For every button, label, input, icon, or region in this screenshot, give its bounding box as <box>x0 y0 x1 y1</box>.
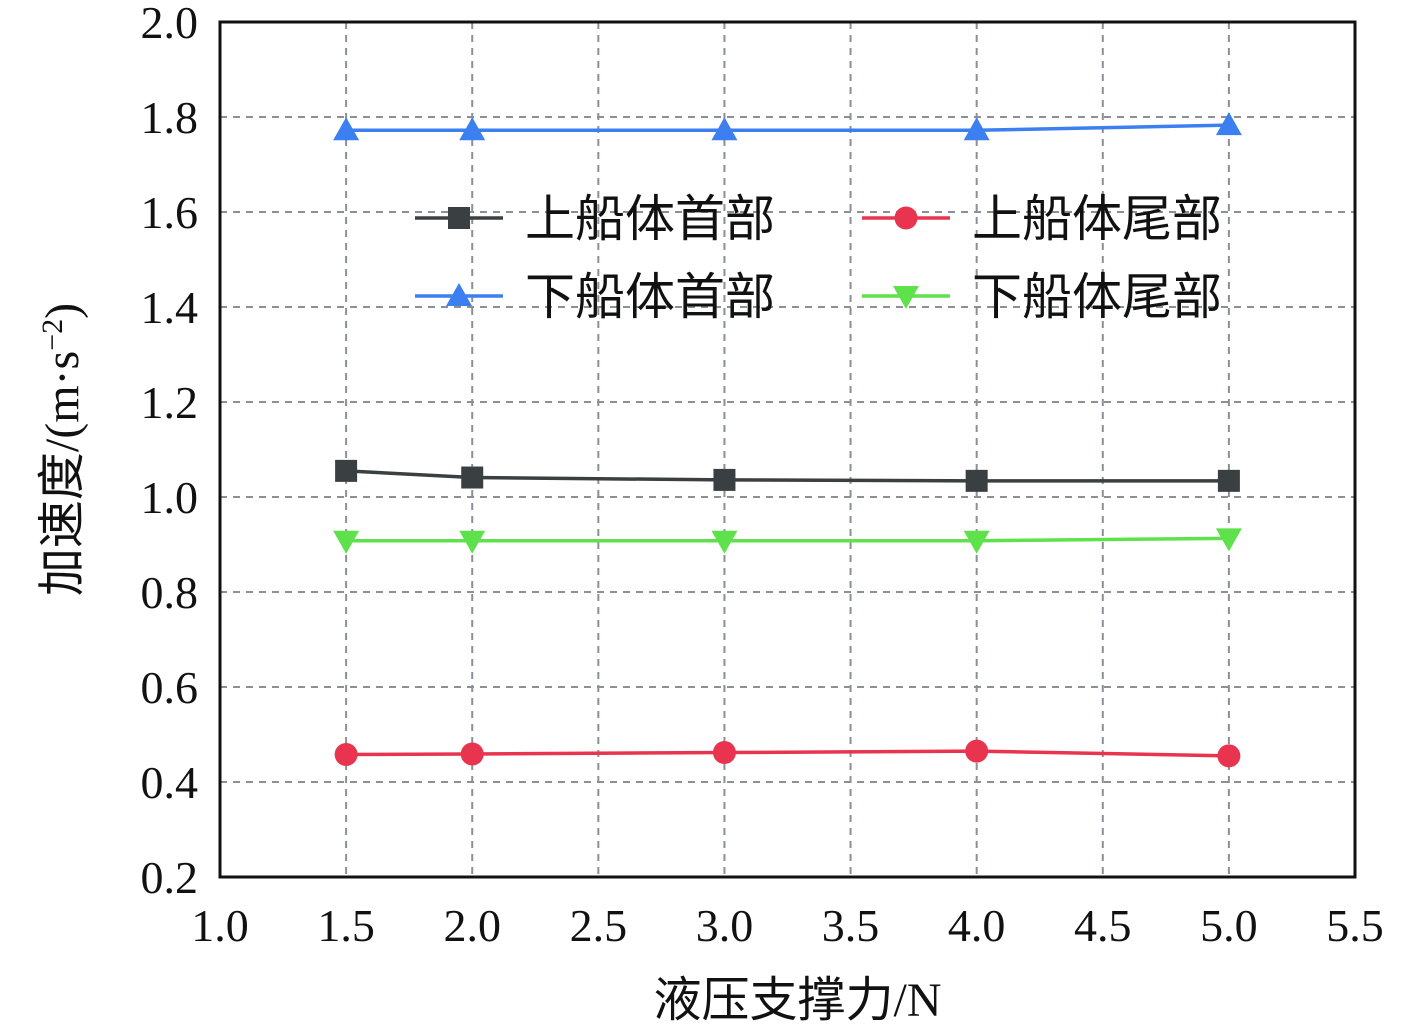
y-axis-title-close: ) <box>36 303 89 319</box>
x-tick-label: 4.5 <box>1074 900 1132 951</box>
series-2 <box>334 739 1241 768</box>
legend-marker <box>893 286 919 309</box>
data-point <box>333 530 360 554</box>
legend-entry: 下船体尾部 <box>862 268 1222 326</box>
legend-label: 下船体首部 <box>525 268 775 326</box>
y-tick-label: 1.8 <box>141 92 199 143</box>
legend-label: 上船体尾部 <box>972 190 1222 248</box>
y-tick-label: 0.8 <box>141 567 199 618</box>
data-point <box>334 742 358 766</box>
y-tick-label: 0.6 <box>141 662 199 713</box>
x-tick-label: 3.0 <box>696 900 754 951</box>
data-point <box>459 530 486 554</box>
legend-marker <box>894 206 918 230</box>
x-tick-label: 1.0 <box>191 900 249 951</box>
series-1 <box>335 459 1240 492</box>
y-tick-label: 0.2 <box>141 852 199 903</box>
data-point <box>1217 744 1241 768</box>
data-point <box>965 469 988 492</box>
data-point <box>711 117 738 141</box>
legend-marker <box>448 207 470 229</box>
data-point <box>1215 528 1242 552</box>
y-tick-label: 0.4 <box>141 757 199 808</box>
data-point <box>460 742 484 766</box>
legend-label: 上船体首部 <box>525 190 775 248</box>
legend-label: 下船体尾部 <box>972 268 1222 326</box>
data-point <box>335 459 358 482</box>
x-axis-title: 液压支撑力/N <box>653 974 941 1026</box>
y-tick-label: 1.2 <box>141 377 199 428</box>
x-tick-label: 5.0 <box>1200 900 1258 951</box>
y-tick-label: 1.6 <box>141 187 199 238</box>
y-tick-label: 2.0 <box>141 0 199 48</box>
y-tick-label: 1.0 <box>141 472 199 523</box>
data-point <box>965 739 989 763</box>
data-point <box>1215 112 1242 136</box>
legend-marker <box>446 283 472 306</box>
y-axis-title-superscript: −2 <box>36 319 69 351</box>
x-tick-label: 1.5 <box>317 900 375 951</box>
data-point <box>1217 469 1240 492</box>
grid-lines <box>220 22 1355 877</box>
data-point <box>461 466 484 489</box>
data-point <box>712 741 736 765</box>
x-tick-label: 5.5 <box>1326 900 1384 951</box>
plot-frame <box>218 20 1357 879</box>
legend-entry: 下船体首部 <box>415 268 775 326</box>
data-point <box>713 468 736 491</box>
data-point <box>963 530 990 554</box>
y-axis-title: 加速度/(m·s−2) <box>36 303 90 596</box>
data-point <box>711 530 738 554</box>
data-point <box>963 117 990 141</box>
x-tick-label: 3.5 <box>822 900 880 951</box>
legend-entry: 上船体首部 <box>415 190 775 248</box>
series-layer <box>333 112 1242 768</box>
data-point <box>459 117 486 141</box>
tick-labels: 1.0 1.5 2.0 2.5 3.0 3.5 4.0 4.5 5.0 5.5 0.2 0.4 0.6 0… <box>141 0 1384 951</box>
y-tick-label: 1.4 <box>141 282 199 333</box>
x-tick-label: 2.0 <box>443 900 501 951</box>
series-4 <box>333 528 1242 554</box>
data-point <box>333 117 360 141</box>
y-axis-title-main: 加速度/(m·s <box>36 351 89 596</box>
series-3 <box>333 112 1242 141</box>
x-tick-label: 2.5 <box>570 900 628 951</box>
legend-entry: 上船体尾部 <box>862 190 1222 248</box>
x-tick-label: 4.0 <box>948 900 1006 951</box>
